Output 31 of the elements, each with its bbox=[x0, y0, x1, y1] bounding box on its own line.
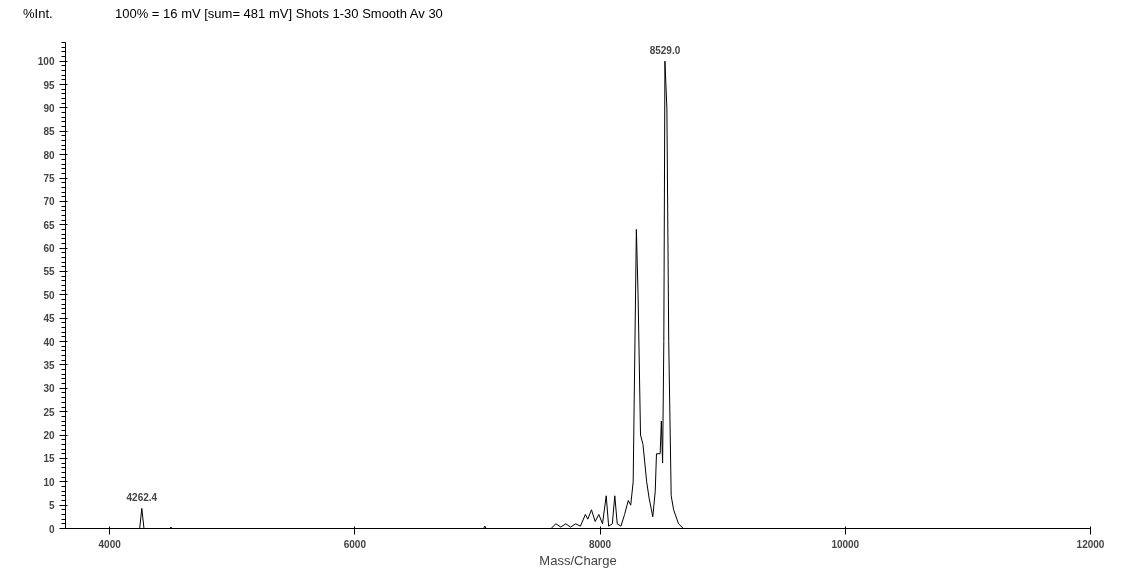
y-tick-label: 20 bbox=[43, 430, 55, 442]
y-tick-label: 70 bbox=[43, 196, 55, 208]
y-tick-label: 15 bbox=[43, 453, 55, 465]
x-tick-label: 12000 bbox=[1076, 538, 1105, 550]
y-tick-label: 95 bbox=[43, 79, 55, 91]
y-tick-label: 90 bbox=[43, 102, 55, 114]
x-tick-label: 10000 bbox=[831, 538, 860, 550]
y-tick-label: 25 bbox=[43, 406, 55, 418]
y-tick-label: 65 bbox=[43, 219, 55, 231]
y-axis-title: %Int. bbox=[23, 5, 53, 23]
y-tick-label: 45 bbox=[43, 313, 55, 325]
y-tick-label: 40 bbox=[43, 336, 55, 348]
y-tick-label: 5 bbox=[48, 500, 55, 512]
x-tick-label: 8000 bbox=[588, 538, 612, 550]
chart-title: 100% = 16 mV [sum= 481 mV] Shots 1-30 Smooth Av 30 bbox=[115, 5, 443, 23]
y-tick-label: 50 bbox=[43, 289, 55, 301]
y-tick-label: 30 bbox=[43, 383, 55, 395]
y-tick-label: 0 bbox=[48, 523, 55, 535]
y-tick-label: 35 bbox=[43, 359, 55, 371]
x-tick-label: 4000 bbox=[98, 538, 122, 550]
y-tick-label: 100 bbox=[37, 56, 55, 68]
y-tick-label: 55 bbox=[43, 266, 55, 278]
x-axis-title: Mass/Charge bbox=[539, 552, 617, 568]
y-tick-label: 10 bbox=[43, 476, 55, 488]
y-tick-label: 60 bbox=[43, 243, 55, 255]
y-tick-label: 80 bbox=[43, 149, 55, 161]
annotation: 8529.0 bbox=[649, 45, 681, 57]
y-tick-label: 75 bbox=[43, 173, 55, 185]
y-tick-label: 85 bbox=[43, 126, 55, 138]
x-tick-label: 6000 bbox=[343, 538, 367, 550]
annotation: 4262.4 bbox=[126, 492, 158, 504]
